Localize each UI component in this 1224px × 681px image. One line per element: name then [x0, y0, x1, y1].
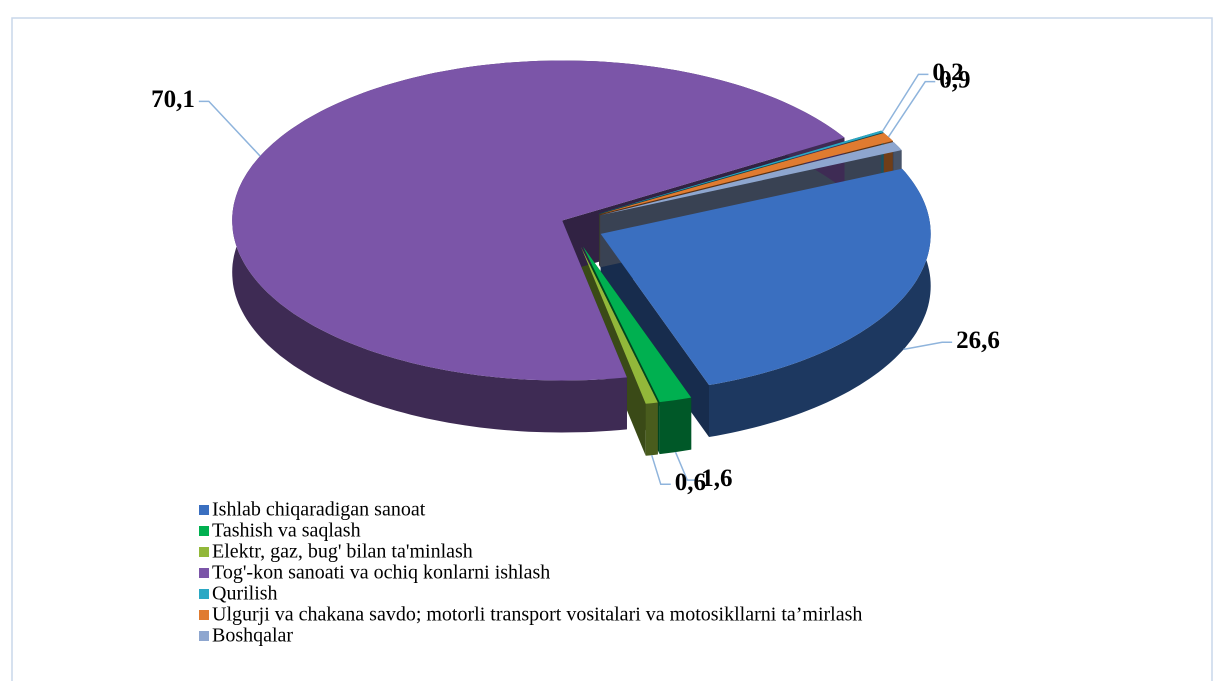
legend-label: Tashish va saqlash [212, 520, 361, 542]
slice [599, 133, 893, 215]
slice [599, 130, 884, 214]
legend-label: Boshqalar [212, 625, 293, 647]
leader-line [198, 100, 261, 157]
slice-side [645, 402, 658, 456]
slice [600, 142, 902, 216]
leader-line [651, 454, 671, 486]
slice-side [709, 168, 931, 437]
legend-label: Tog'-kon sanoati va ochiq konlarni ishla… [212, 562, 550, 584]
legend-swatch [199, 526, 209, 536]
slice [582, 246, 692, 403]
legend-swatch [199, 568, 209, 578]
leader-line [881, 73, 929, 132]
legend-label: Ulgurji va chakana savdo; motorli transp… [212, 604, 862, 626]
slice [232, 60, 845, 381]
leader-line [903, 341, 953, 351]
legend-swatch [199, 547, 209, 557]
slice [600, 168, 931, 385]
slice [581, 246, 658, 404]
legend-swatch [199, 505, 209, 515]
legend-swatch [199, 610, 209, 620]
legend-label: Elektr, gaz, bug' bilan ta'minlash [212, 541, 473, 563]
legend-swatch [199, 631, 209, 641]
data-label: 0,6 [675, 469, 706, 496]
slice-side [881, 130, 884, 185]
frame [11, 17, 1213, 681]
slice-side [659, 397, 692, 455]
data-label: 0,2 [932, 59, 963, 86]
data-label: 1,6 [701, 465, 732, 492]
legend-label: Ishlab chiqaradigan sanoat [212, 499, 426, 521]
leader-line [674, 451, 698, 481]
legend-swatch [199, 589, 209, 599]
data-label: 26,6 [956, 327, 1000, 354]
leader-line [887, 80, 936, 138]
data-label: 70,1 [151, 86, 195, 113]
data-label: 0,9 [939, 66, 970, 93]
legend-label: Qurilish [212, 583, 278, 605]
